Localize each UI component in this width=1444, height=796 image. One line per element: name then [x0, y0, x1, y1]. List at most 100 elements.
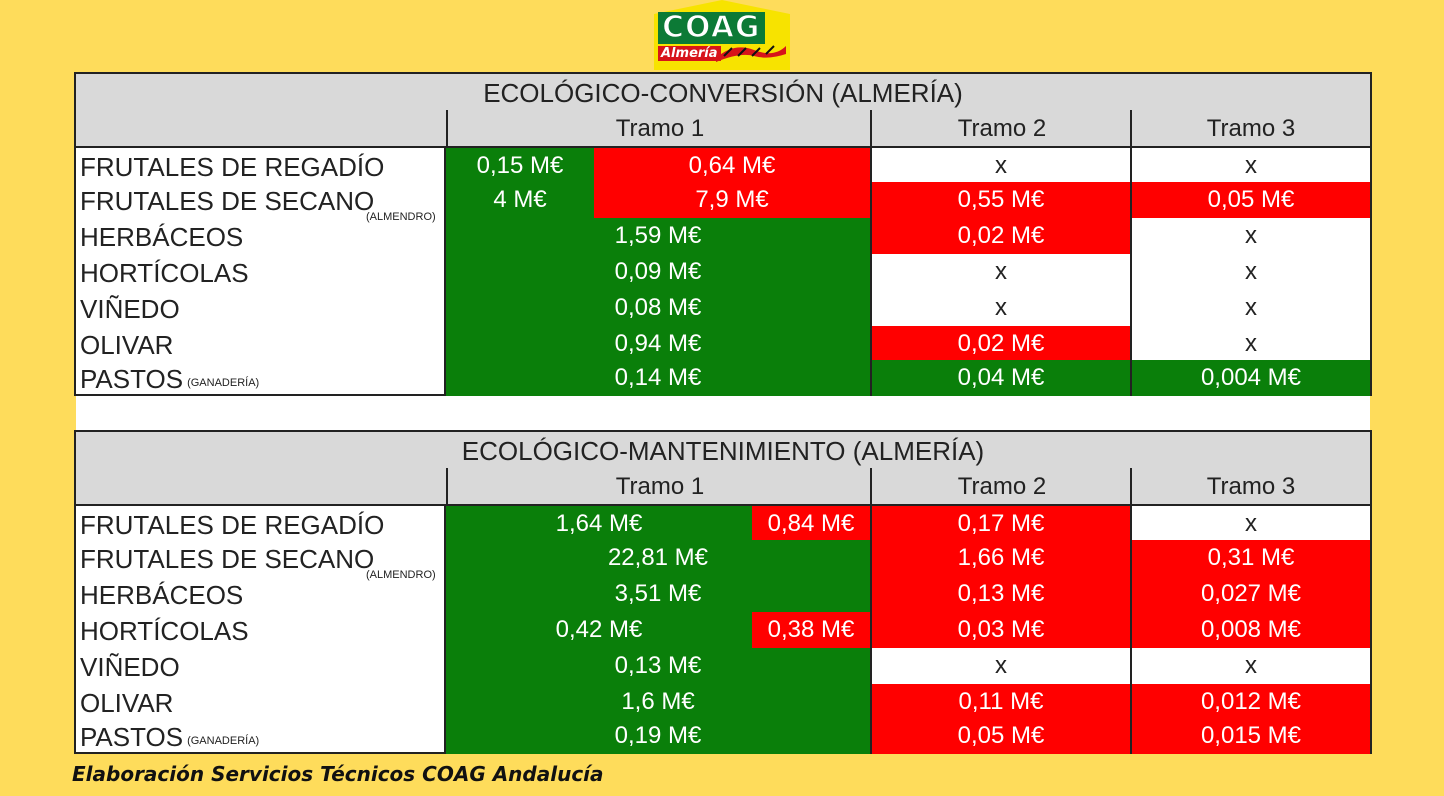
- cell-tramo1: 3,51 M€: [446, 576, 870, 612]
- cell-tramo3: 0,015 M€: [1132, 718, 1370, 754]
- column-divider: [1130, 504, 1132, 752]
- table-header-row: Tramo 1 Tramo 2 Tramo 3: [76, 110, 1370, 148]
- cell-tramo3: x: [1132, 506, 1370, 542]
- cell-tramo1-a: 1,64 M€: [446, 506, 752, 542]
- row-label: PASTOS: [80, 364, 184, 394]
- row-label: FRUTALES DE REGADÍO: [80, 152, 385, 182]
- cell-tramo1: 0,94 M€: [446, 326, 870, 362]
- header-tramo-2: Tramo 2: [870, 468, 1132, 504]
- cell-tramo3: x: [1132, 148, 1370, 184]
- table-mantenimiento: ECOLÓGICO-MANTENIMIENTO (ALMERÍA) Tramo …: [74, 430, 1372, 754]
- row-label: HERBÁCEOS: [80, 580, 244, 610]
- row-label: FRUTALES DE SECANO: [80, 544, 375, 574]
- table-row: FRUTALES DE REGADÍO 1,64 M€ 0,84 M€ 0,17…: [76, 506, 1370, 542]
- cell-tramo1-a: 0,42 M€: [446, 612, 752, 648]
- cell-tramo2: 0,05 M€: [872, 718, 1130, 754]
- cell-tramo3: x: [1132, 648, 1370, 684]
- row-label: VIÑEDO: [80, 294, 180, 324]
- cell-tramo2: 0,04 M€: [872, 360, 1130, 396]
- column-divider: [1130, 146, 1132, 394]
- cell-tramo1-b: 0,64 M€: [594, 148, 870, 184]
- cell-tramo1: 1,59 M€: [446, 218, 870, 254]
- cell-tramo1: 22,81 M€: [446, 540, 870, 576]
- row-label: HERBÁCEOS: [80, 222, 244, 252]
- row-label: HORTÍCOLAS: [80, 616, 249, 646]
- row-label-wrap: PASTOS (GANADERÍA): [80, 718, 446, 754]
- row-label: FRUTALES DE SECANO: [80, 186, 375, 216]
- cell-tramo2: 0,02 M€: [872, 218, 1130, 254]
- cell-tramo2: 0,55 M€: [872, 182, 1130, 218]
- cell-tramo2: x: [872, 648, 1130, 684]
- cell-tramo1-b: 0,38 M€: [752, 612, 870, 648]
- header-tramo-3: Tramo 3: [1130, 110, 1370, 146]
- cell-tramo1: 0,19 M€: [446, 718, 870, 754]
- cell-tramo3: 0,004 M€: [1132, 360, 1370, 396]
- cell-tramo2: x: [872, 148, 1130, 184]
- table-conversion: ECOLÓGICO-CONVERSIÓN (ALMERÍA) Tramo 1 T…: [74, 72, 1372, 396]
- row-note: (ALMENDRO): [366, 211, 436, 223]
- cell-tramo2: 0,11 M€: [872, 684, 1130, 720]
- cell-tramo1: 0,08 M€: [446, 290, 870, 326]
- row-note: (GANADERÍA): [187, 735, 260, 747]
- table-header-row: Tramo 1 Tramo 2 Tramo 3: [76, 468, 1370, 506]
- table-row: HERBÁCEOS 1,59 M€ 0,02 M€ x: [76, 218, 1370, 254]
- row-label-wrap: PASTOS (GANADERÍA): [80, 360, 446, 396]
- table-row: VIÑEDO 0,08 M€ x x: [76, 290, 1370, 326]
- table-row: PASTOS (GANADERÍA) 0,14 M€ 0,04 M€ 0,004 …: [76, 360, 1370, 396]
- cell-tramo3: x: [1132, 254, 1370, 290]
- cell-tramo1-a: 4 M€: [446, 182, 594, 218]
- table-spacer: [76, 396, 1370, 430]
- column-divider: [444, 146, 446, 394]
- cell-tramo1-b: 0,84 M€: [752, 506, 870, 542]
- row-note: (GANADERÍA): [187, 377, 260, 389]
- cell-tramo2: 1,66 M€: [872, 540, 1130, 576]
- row-label: PASTOS: [80, 722, 184, 752]
- row-label: OLIVAR: [80, 330, 174, 360]
- row-label: HORTÍCOLAS: [80, 258, 249, 288]
- row-label: OLIVAR: [80, 688, 174, 718]
- table-row: HORTÍCOLAS 0,42 M€ 0,38 M€ 0,03 M€ 0,008…: [76, 612, 1370, 648]
- table-row: OLIVAR 1,6 M€ 0,11 M€ 0,012 M€: [76, 684, 1370, 720]
- table-title: ECOLÓGICO-CONVERSIÓN (ALMERÍA): [76, 74, 1370, 112]
- table-row: PASTOS (GANADERÍA) 0,19 M€ 0,05 M€ 0,015 …: [76, 718, 1370, 754]
- cell-tramo2: x: [872, 254, 1130, 290]
- row-label: VIÑEDO: [80, 652, 180, 682]
- cell-tramo1: 0,14 M€: [446, 360, 870, 396]
- cell-tramo1: 1,6 M€: [446, 684, 870, 720]
- cell-tramo3: 0,31 M€: [1132, 540, 1370, 576]
- logo-subtitle: Almería: [658, 46, 721, 61]
- cell-tramo3: 0,008 M€: [1132, 612, 1370, 648]
- cell-tramo2: 0,17 M€: [872, 506, 1130, 542]
- footer-credit: Elaboración Servicios Técnicos COAG Anda…: [72, 762, 604, 786]
- cell-tramo1: 0,09 M€: [446, 254, 870, 290]
- header-tramo-1: Tramo 1: [446, 110, 872, 146]
- cell-tramo3: 0,012 M€: [1132, 684, 1370, 720]
- cell-tramo2: 0,02 M€: [872, 326, 1130, 362]
- row-note: (ALMENDRO): [366, 569, 436, 581]
- table-row: FRUTALES DE SECANO 4 M€ 7,9 M€ 0,55 M€ 0…: [76, 182, 1370, 218]
- cell-tramo3: x: [1132, 218, 1370, 254]
- cell-tramo3: 0,05 M€: [1132, 182, 1370, 218]
- header-tramo-1: Tramo 1: [446, 468, 872, 504]
- cell-tramo3: x: [1132, 326, 1370, 362]
- header-tramo-3: Tramo 3: [1130, 468, 1370, 504]
- cell-tramo3: 0,027 M€: [1132, 576, 1370, 612]
- header-tramo-2: Tramo 2: [870, 110, 1132, 146]
- row-label: FRUTALES DE REGADÍO: [80, 510, 385, 540]
- table-row: FRUTALES DE REGADÍO 0,15 M€ 0,64 M€ x x: [76, 148, 1370, 184]
- column-divider: [444, 504, 446, 752]
- table-row: VIÑEDO 0,13 M€ x x: [76, 648, 1370, 684]
- cell-tramo2: 0,03 M€: [872, 612, 1130, 648]
- table-row: HORTÍCOLAS 0,09 M€ x x: [76, 254, 1370, 290]
- logo-stripe-icon: [716, 45, 786, 62]
- cell-tramo1-b: 7,9 M€: [594, 182, 870, 218]
- cell-tramo1: 0,13 M€: [446, 648, 870, 684]
- column-divider: [870, 146, 872, 394]
- table-row: HERBÁCEOS 3,51 M€ 0,13 M€ 0,027 M€: [76, 576, 1370, 612]
- table-title: ECOLÓGICO-MANTENIMIENTO (ALMERÍA): [76, 432, 1370, 470]
- table-row: FRUTALES DE SECANO 22,81 M€ 1,66 M€ 0,31…: [76, 540, 1370, 576]
- cell-tramo3: x: [1132, 290, 1370, 326]
- table-row: OLIVAR 0,94 M€ 0,02 M€ x: [76, 326, 1370, 362]
- cell-tramo2: 0,13 M€: [872, 576, 1130, 612]
- column-divider: [870, 504, 872, 752]
